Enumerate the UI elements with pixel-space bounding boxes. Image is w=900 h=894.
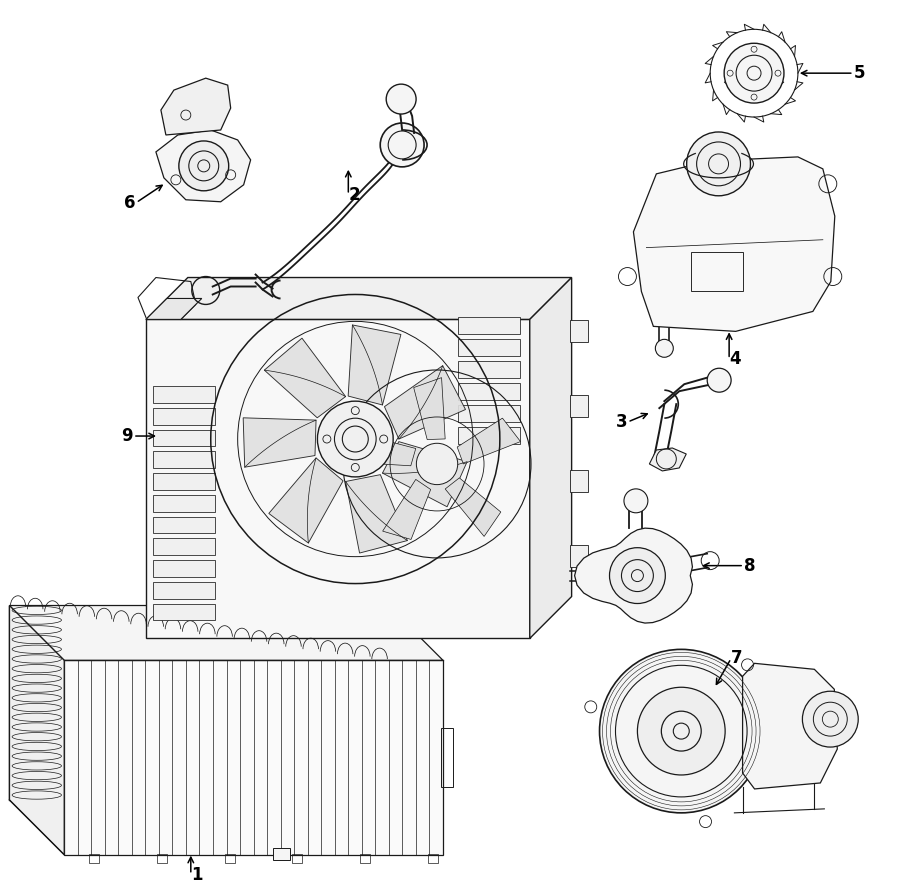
Bar	[153, 408, 215, 425]
Text: 5: 5	[854, 64, 865, 82]
Circle shape	[609, 548, 665, 603]
Bar	[292, 854, 302, 863]
Circle shape	[318, 401, 393, 477]
Bar	[458, 340, 520, 357]
Bar	[153, 582, 215, 599]
Bar	[428, 854, 438, 863]
Polygon shape	[156, 130, 250, 202]
Polygon shape	[457, 418, 520, 464]
Text: 7: 7	[731, 649, 742, 667]
Bar	[570, 395, 588, 417]
Bar	[153, 473, 215, 490]
Circle shape	[655, 340, 673, 358]
Polygon shape	[574, 528, 692, 623]
Bar	[570, 320, 588, 342]
Polygon shape	[269, 458, 343, 543]
Bar	[153, 603, 215, 620]
Text: 2: 2	[348, 186, 360, 204]
Bar	[458, 361, 520, 378]
Bar	[458, 405, 520, 422]
Text: 9: 9	[122, 427, 133, 445]
Polygon shape	[9, 605, 64, 855]
Bar	[225, 854, 235, 863]
Text: 8: 8	[744, 557, 756, 575]
Text: 6: 6	[124, 194, 136, 212]
Circle shape	[624, 489, 648, 513]
Bar	[153, 429, 215, 446]
Bar	[153, 451, 215, 468]
Polygon shape	[446, 478, 500, 536]
Bar	[458, 384, 520, 401]
Circle shape	[599, 649, 763, 813]
Text: 3: 3	[616, 413, 627, 431]
Polygon shape	[382, 479, 431, 539]
Bar	[273, 848, 291, 860]
Circle shape	[687, 132, 751, 196]
Bar	[153, 386, 215, 403]
Circle shape	[179, 141, 229, 190]
Circle shape	[662, 711, 701, 751]
Bar	[458, 427, 520, 444]
Bar	[441, 729, 453, 787]
Circle shape	[637, 687, 725, 775]
Polygon shape	[9, 605, 443, 661]
Polygon shape	[348, 325, 400, 405]
Bar	[153, 517, 215, 534]
Polygon shape	[265, 338, 346, 417]
Bar	[570, 470, 588, 492]
Polygon shape	[384, 366, 465, 439]
Bar	[153, 494, 215, 511]
Bar	[458, 317, 520, 334]
Circle shape	[707, 368, 731, 392]
Circle shape	[417, 443, 458, 485]
Bar	[157, 854, 166, 863]
Polygon shape	[146, 319, 530, 638]
Polygon shape	[161, 78, 230, 135]
Polygon shape	[634, 157, 835, 332]
Polygon shape	[243, 417, 316, 468]
Bar	[89, 854, 99, 863]
Circle shape	[386, 84, 416, 114]
Polygon shape	[530, 277, 572, 638]
Polygon shape	[356, 433, 416, 466]
Text: 1: 1	[191, 865, 202, 883]
Bar	[570, 544, 588, 567]
Bar	[153, 560, 215, 577]
Bar	[360, 854, 370, 863]
Polygon shape	[742, 663, 837, 789]
Circle shape	[803, 691, 859, 747]
Text: 4: 4	[729, 350, 741, 368]
Polygon shape	[414, 377, 446, 440]
Bar	[691, 251, 743, 291]
Polygon shape	[146, 277, 572, 319]
Bar	[153, 538, 215, 555]
Polygon shape	[146, 299, 202, 319]
Circle shape	[724, 43, 784, 103]
Polygon shape	[64, 661, 443, 855]
Circle shape	[380, 123, 424, 167]
Polygon shape	[382, 442, 467, 507]
Polygon shape	[650, 448, 687, 471]
Polygon shape	[346, 475, 408, 553]
